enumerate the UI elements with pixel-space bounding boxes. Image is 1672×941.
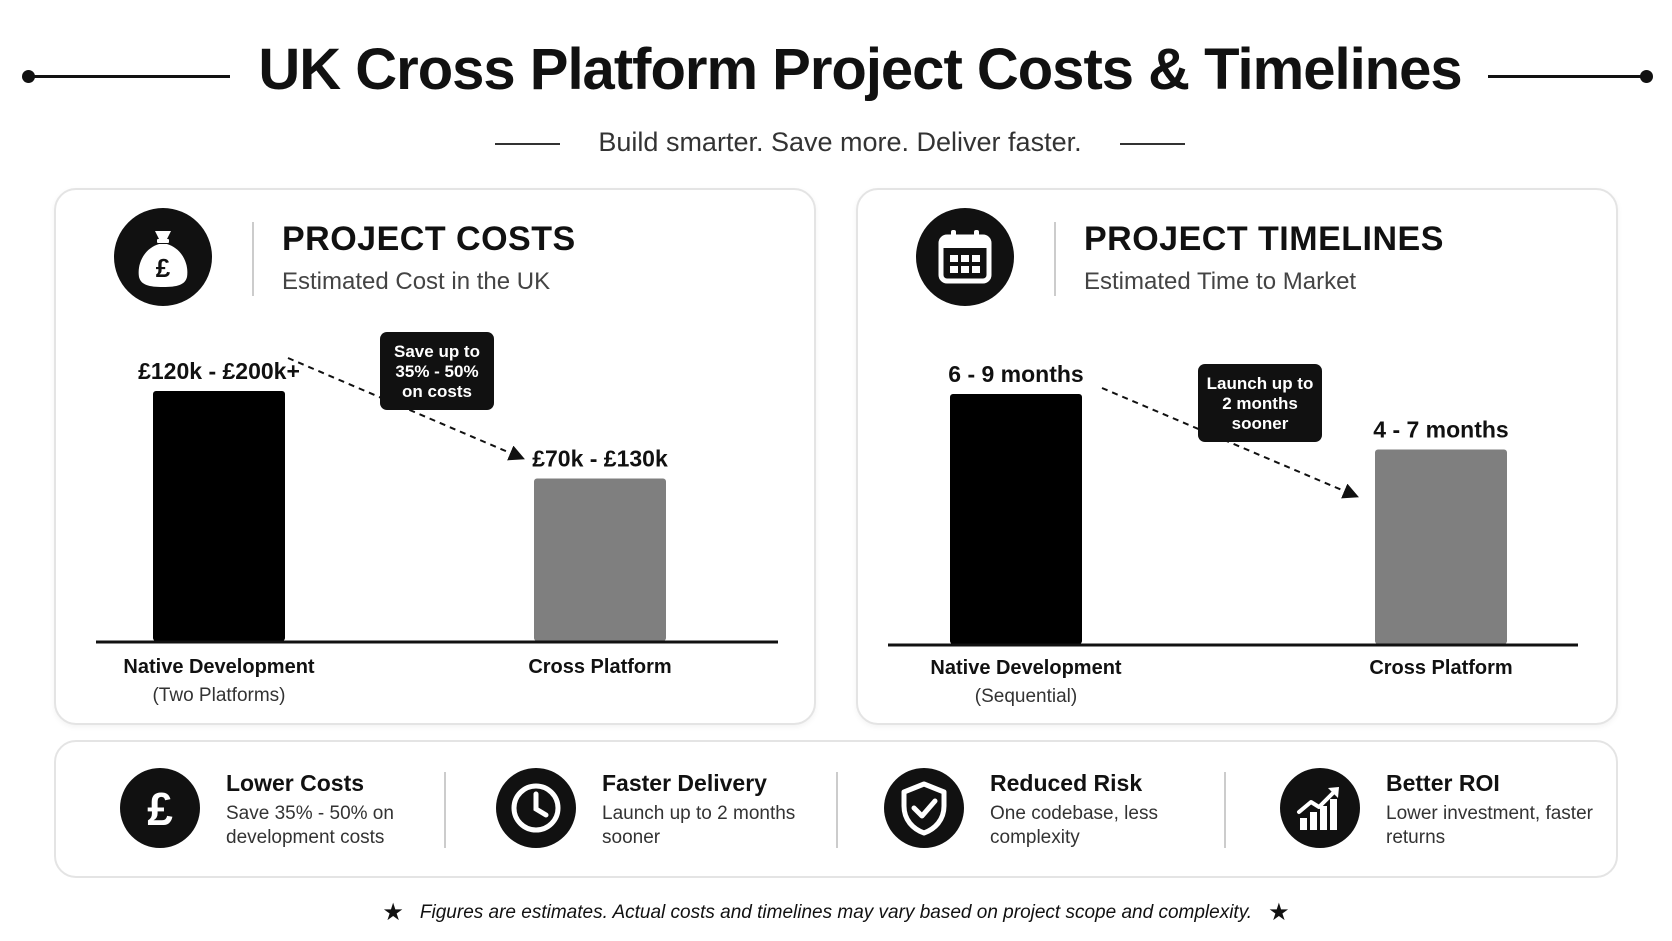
timelines-category-label-native: Native Development	[930, 657, 1122, 679]
timelines-category-sublabel-native: (Sequential)	[975, 686, 1077, 707]
timelines-bar-cross	[1375, 449, 1507, 644]
timelines-category-label-cross: Cross Platform	[1369, 657, 1512, 679]
benefit-lower-costs: £ Lower Costs Save 35% - 50% on developm…	[120, 762, 440, 862]
costs-category-label-native: Native Development	[123, 656, 315, 678]
benefit-description: Save 35% - 50% on development costs	[226, 803, 394, 848]
subtitle-row: Build smarter. Save more. Deliver faster…	[0, 125, 1672, 165]
timelines-value-label-cross: 4 - 7 months	[1373, 417, 1508, 443]
subtitle-rule-right	[1120, 143, 1185, 145]
shield-check-icon	[884, 768, 964, 848]
costs-bars: £120k - £200k+ £70k - £130k	[138, 358, 668, 641]
timelines-panel-title: PROJECT TIMELINES	[1084, 220, 1444, 258]
benefits-panel: £ Lower Costs Save 35% - 50% on developm…	[54, 740, 1618, 878]
benefit-description: Lower investment, faster returns	[1386, 803, 1593, 848]
panel-divider	[1054, 222, 1056, 296]
costs-category-sublabel-native: (Two Platforms)	[152, 685, 285, 706]
timelines-callout-line-1: Launch up to	[1207, 374, 1314, 393]
benefit-faster-delivery: Faster Delivery Launch up to 2 months so…	[496, 762, 826, 862]
benefit-title: Lower Costs	[226, 770, 365, 796]
costs-chart: £120k - £200k+ £70k - £130k Save up to 35…	[96, 332, 778, 706]
clock-icon	[496, 768, 576, 848]
benefit-description: One codebase, less complexity	[990, 803, 1158, 848]
benefit-description: Launch up to 2 months sooner	[602, 803, 796, 848]
timelines-panel-subtitle: Estimated Time to Market	[1084, 268, 1357, 295]
title-row: UK Cross Platform Project Costs & Timeli…	[0, 30, 1672, 110]
star-icon: ★	[1268, 899, 1290, 926]
costs-category-label-cross: Cross Platform	[528, 656, 671, 678]
pound-icon: £	[120, 768, 200, 848]
costs-callout-line-3: on costs	[402, 382, 472, 401]
page-title: UK Cross Platform Project Costs & Timeli…	[258, 37, 1462, 102]
benefit-divider	[1224, 772, 1226, 848]
timelines-value-label-native: 6 - 9 months	[948, 361, 1083, 387]
costs-callout: Save up to 35% - 50% on costs	[380, 332, 494, 410]
footnote: ★ Figures are estimates. Actual costs and…	[0, 898, 1672, 927]
timelines-bars: 6 - 9 months 4 - 7 months	[948, 361, 1509, 644]
svg-text:£: £	[147, 783, 173, 833]
timelines-callout-line-2: 2 months	[1222, 394, 1298, 413]
benefit-title: Better ROI	[1386, 770, 1500, 796]
title-rule-right	[1488, 75, 1648, 78]
costs-trend-arrow	[287, 357, 525, 461]
benefit-title: Faster Delivery	[602, 770, 767, 796]
growth-chart-icon	[1280, 768, 1360, 848]
costs-callout-line-2: 35% - 50%	[395, 362, 478, 381]
timelines-panel: PROJECT TIMELINES Estimated Time to Mark…	[856, 188, 1618, 725]
footnote-text: Figures are estimates. Actual costs and …	[419, 902, 1253, 923]
title-dot-right	[1640, 70, 1653, 83]
benefit-title: Reduced Risk	[990, 770, 1143, 796]
costs-value-label-native: £120k - £200k+	[138, 358, 300, 384]
benefit-divider	[836, 772, 838, 848]
costs-value-label-cross: £70k - £130k	[532, 446, 668, 472]
costs-bar-cross	[534, 478, 666, 641]
star-icon: ★	[382, 899, 404, 926]
timelines-chart: 6 - 9 months 4 - 7 months Launch up to 2 …	[888, 361, 1578, 707]
benefit-divider	[444, 772, 446, 848]
subtitle-rule-left	[495, 143, 560, 145]
costs-callout-line-1: Save up to	[394, 342, 480, 361]
costs-bar-native	[153, 391, 285, 641]
benefit-better-roi: Better ROI Lower investment, faster retu…	[1280, 762, 1600, 862]
costs-panel-title: PROJECT COSTS	[282, 220, 576, 258]
benefit-reduced-risk: Reduced Risk One codebase, less complexi…	[884, 762, 1214, 862]
timelines-trend-arrow	[1101, 387, 1359, 499]
timelines-bar-native	[950, 394, 1082, 644]
page-subtitle: Build smarter. Save more. Deliver faster…	[598, 127, 1082, 157]
costs-panel: £ PROJECT COSTS Estimated Cost in the UK…	[54, 188, 816, 725]
title-dot-left	[22, 70, 35, 83]
calendar-icon	[916, 208, 1014, 306]
title-rule-left	[30, 75, 230, 78]
money-bag-pound-icon: £	[114, 208, 212, 306]
panel-divider	[252, 222, 254, 296]
svg-text:£: £	[156, 253, 171, 283]
timelines-callout: Launch up to 2 months sooner	[1198, 364, 1322, 442]
costs-panel-subtitle: Estimated Cost in the UK	[282, 268, 551, 295]
timelines-callout-line-3: sooner	[1232, 414, 1289, 433]
